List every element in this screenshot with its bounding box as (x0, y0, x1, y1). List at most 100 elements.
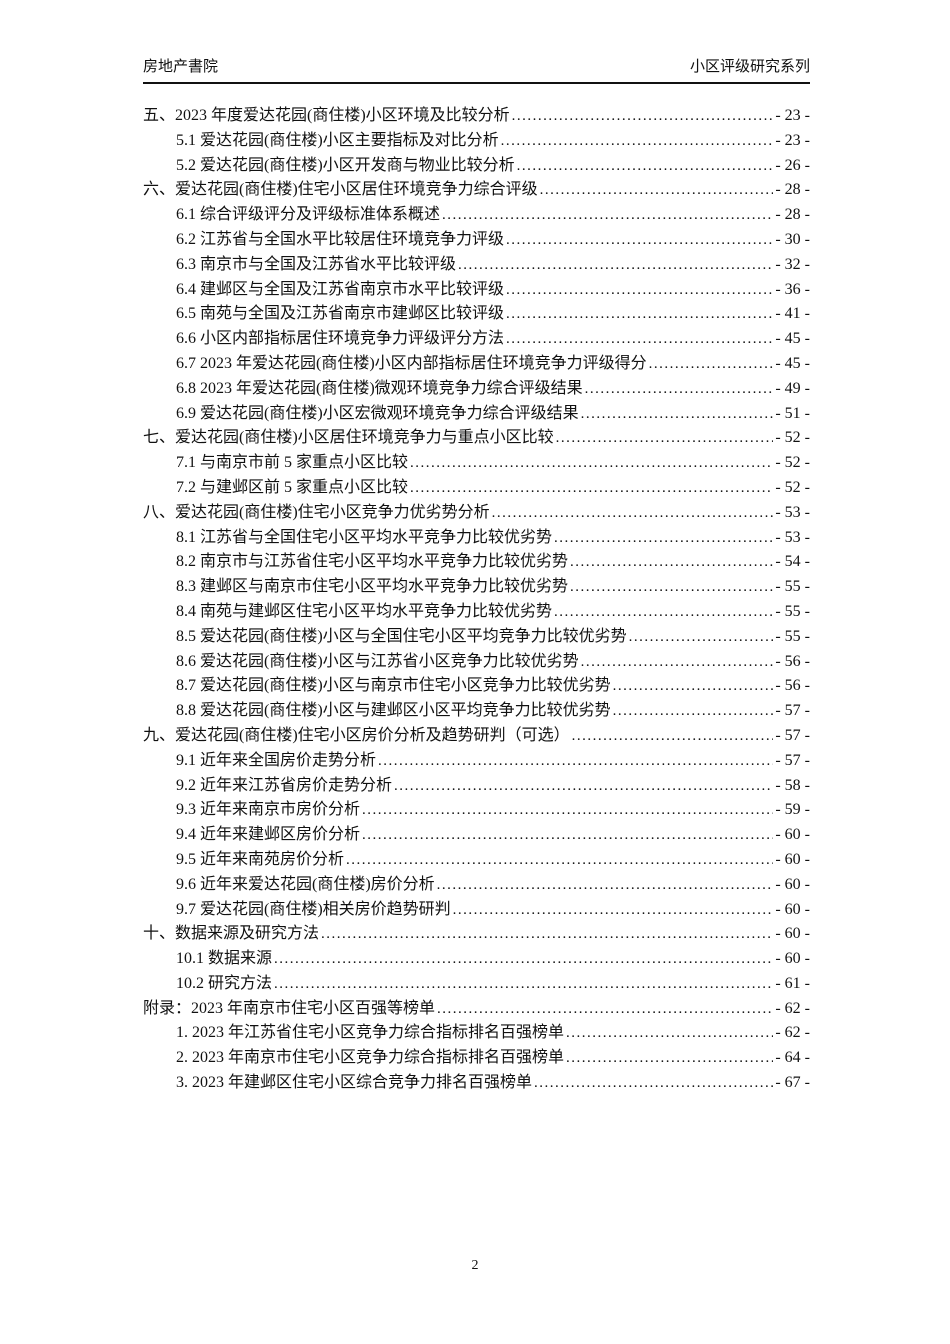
toc-entry-label: 9.2 近年来江苏省房价走势分析 (176, 776, 393, 794)
page-header: 房地产書院 小区评级研究系列 (143, 0, 810, 84)
toc-entry-label: 8.8 爱达花园(商住楼)小区与建邺区小区平均竞争力比较优劣势 (176, 702, 611, 720)
toc-entry: 6.5 南苑与全国及江苏省南京市建邺区比较评级 - 41 - (143, 302, 810, 327)
toc-entry: 6.3 南京市与全国及江苏省水平比较评级 - 32 - (143, 253, 810, 278)
toc-dot-leader (649, 352, 774, 377)
toc-entry-page: - 55 - (775, 602, 810, 620)
toc-dot-leader (534, 1071, 773, 1096)
toc-dot-leader (540, 178, 774, 203)
toc-dot-leader (566, 1021, 773, 1046)
toc-entry-label: 5.1 爱达花园(商住楼)小区主要指标及对比分析 (176, 131, 499, 149)
toc-entry-page: - 51 - (775, 404, 810, 422)
toc-entry-page: - 41 - (775, 305, 810, 323)
toc-dot-leader (442, 203, 773, 228)
toc-entry: 6.4 建邺区与全国及江苏省南京市水平比较评级 - 36 - (143, 278, 810, 303)
toc-dot-leader (453, 898, 774, 923)
toc-entry: 10.1 数据来源 - 60 - (143, 947, 810, 972)
toc-entry-label: 2. 2023 年南京市住宅小区竞争力综合指标排名百强榜单 (176, 1049, 565, 1067)
toc-dot-leader (570, 575, 773, 600)
toc-dot-leader (554, 600, 773, 625)
toc-dot-leader (501, 129, 774, 154)
toc-dot-leader (492, 501, 774, 526)
toc-dot-leader (506, 302, 773, 327)
toc-dot-leader (517, 154, 774, 179)
toc-entry-label: 9.7 爱达花园(商住楼)相关房价趋势研判 (176, 900, 451, 918)
toc-entry: 7.1 与南京市前 5 家重点小区比较 - 52 - (143, 451, 810, 476)
toc-entry-page: - 53 - (775, 528, 810, 546)
toc-dot-leader (274, 972, 773, 997)
toc-dot-leader (613, 674, 774, 699)
toc-dot-leader (458, 253, 773, 278)
toc-entry-page: - 60 - (775, 826, 810, 844)
toc-entry-page: - 54 - (775, 553, 810, 571)
table-of-contents: 五、2023 年度爱达花园(商住楼)小区环境及比较分析 - 23 - 5.1 爱… (143, 104, 810, 1096)
toc-entry: 5.2 爱达花园(商住楼)小区开发商与物业比较分析 - 26 - (143, 154, 810, 179)
toc-entry-page: - 56 - (775, 677, 810, 695)
toc-dot-leader (274, 947, 773, 972)
toc-entry-label: 8.3 建邺区与南京市住宅小区平均水平竞争力比较优劣势 (176, 578, 569, 596)
toc-entry-page: - 28 - (775, 181, 810, 199)
toc-dot-leader (581, 402, 774, 427)
toc-entry-label: 9.3 近年来南京市房价分析 (176, 801, 361, 819)
toc-dot-leader (556, 426, 774, 451)
toc-entry-label: 10.2 研究方法 (176, 974, 273, 992)
toc-dot-leader (570, 550, 773, 575)
toc-entry-page: - 52 - (775, 429, 810, 447)
toc-entry-label: 6.1 综合评级评分及评级标准体系概述 (176, 206, 441, 224)
page-number: 2 (471, 1258, 479, 1273)
toc-entry-label: 6.3 南京市与全国及江苏省水平比较评级 (176, 255, 457, 273)
toc-entry: 10.2 研究方法 - 61 - (143, 972, 810, 997)
toc-dot-leader (321, 922, 773, 947)
toc-dot-leader (437, 997, 773, 1022)
toc-entry-page: - 60 - (775, 850, 810, 868)
toc-dot-leader (554, 526, 773, 551)
toc-entry: 2. 2023 年南京市住宅小区竞争力综合指标排名百强榜单 - 64 - (143, 1046, 810, 1071)
toc-entry: 8.4 南苑与建邺区住宅小区平均水平竞争力比较优劣势 - 55 - (143, 600, 810, 625)
toc-entry-label: 6.5 南苑与全国及江苏省南京市建邺区比较评级 (176, 305, 505, 323)
toc-entry-label: 9.1 近年来全国房价走势分析 (176, 751, 377, 769)
toc-dot-leader (613, 699, 774, 724)
toc-entry: 1. 2023 年江苏省住宅小区竞争力综合指标排名百强榜单 - 62 - (143, 1021, 810, 1046)
toc-entry-page: - 57 - (775, 702, 810, 720)
toc-entry: 9.2 近年来江苏省房价走势分析 - 58 - (143, 774, 810, 799)
toc-entry-page: - 60 - (775, 950, 810, 968)
toc-entry-label: 8.5 爱达花园(商住楼)小区与全国住宅小区平均竞争力比较优劣势 (176, 627, 627, 645)
toc-entry-page: - 57 - (775, 751, 810, 769)
toc-entry: 7.2 与建邺区前 5 家重点小区比较 - 52 - (143, 476, 810, 501)
toc-entry-page: - 56 - (775, 652, 810, 670)
toc-entry: 附录：2023 年南京市住宅小区百强等榜单 - 62 - (143, 997, 810, 1022)
toc-entry-label: 9.5 近年来南苑房价分析 (176, 850, 345, 868)
toc-entry: 9.6 近年来爱达花园(商住楼)房价分析 - 60 - (143, 873, 810, 898)
toc-entry: 8.7 爱达花园(商住楼)小区与南京市住宅小区竞争力比较优劣势 - 56 - (143, 674, 810, 699)
toc-entry-label: 5.2 爱达花园(商住楼)小区开发商与物业比较分析 (176, 156, 515, 174)
toc-entry-label: 九、爱达花园(商住楼)住宅小区房价分析及趋势研判（可选） (143, 726, 570, 744)
toc-entry: 9.3 近年来南京市房价分析 - 59 - (143, 798, 810, 823)
toc-entry-page: - 23 - (775, 131, 810, 149)
toc-entry-page: - 23 - (775, 107, 810, 124)
toc-entry: 8.2 南京市与江苏省住宅小区平均水平竞争力比较优劣势 - 54 - (143, 550, 810, 575)
toc-entry-label: 八、爱达花园(商住楼)住宅小区竞争力优劣势分析 (143, 503, 490, 521)
toc-entry-page: - 52 - (775, 454, 810, 472)
toc-entry-page: - 67 - (775, 1074, 810, 1092)
toc-entry-page: - 55 - (775, 578, 810, 596)
toc-entry-page: - 60 - (775, 875, 810, 893)
header-left-title: 房地产書院 (143, 59, 219, 75)
toc-entry: 3. 2023 年建邺区住宅小区综合竞争力排名百强榜单 - 67 - (143, 1071, 810, 1096)
toc-entry-page: - 58 - (775, 776, 810, 794)
toc-entry: 9.1 近年来全国房价走势分析 - 57 - (143, 749, 810, 774)
toc-entry: 八、爱达花园(商住楼)住宅小区竞争力优劣势分析 - 53 - (143, 501, 810, 526)
toc-entry: 6.8 2023 年爱达花园(商住楼)微观环境竞争力综合评级结果 - 49 - (143, 377, 810, 402)
toc-entry-label: 10.1 数据来源 (176, 950, 273, 968)
toc-entry: 十、数据来源及研究方法 - 60 - (143, 922, 810, 947)
toc-entry-label: 五、2023 年度爱达花园(商住楼)小区环境及比较分析 (143, 107, 510, 124)
toc-entry-label: 6.6 小区内部指标居住环境竞争力评级评分方法 (176, 330, 505, 348)
toc-entry-page: - 59 - (775, 801, 810, 819)
toc-entry: 6.6 小区内部指标居住环境竞争力评级评分方法 - 45 - (143, 327, 810, 352)
toc-entry: 5.1 爱达花园(商住楼)小区主要指标及对比分析 - 23 - (143, 129, 810, 154)
toc-entry-page: - 57 - (775, 726, 810, 744)
toc-entry-label: 8.1 江苏省与全国住宅小区平均水平竞争力比较优劣势 (176, 528, 553, 546)
toc-entry-label: 6.9 爱达花园(商住楼)小区宏微观环境竞争力综合评级结果 (176, 404, 579, 422)
toc-dot-leader (506, 278, 773, 303)
toc-entry: 8.3 建邺区与南京市住宅小区平均水平竞争力比较优劣势 - 55 - (143, 575, 810, 600)
toc-entry-page: - 45 - (775, 354, 810, 372)
toc-entry-label: 9.4 近年来建邺区房价分析 (176, 826, 361, 844)
